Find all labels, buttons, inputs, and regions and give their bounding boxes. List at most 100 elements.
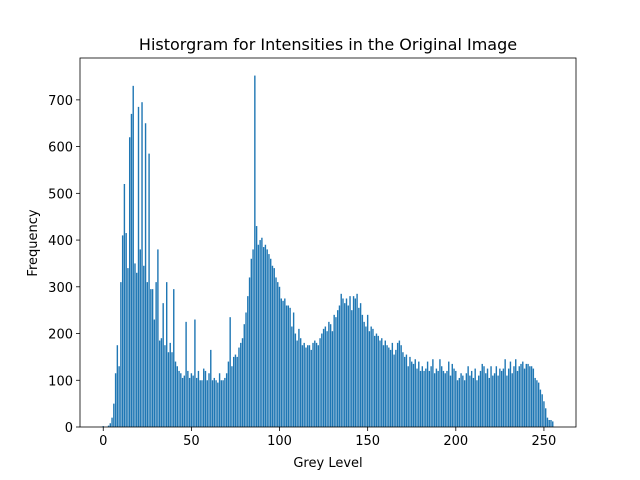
bar — [532, 368, 535, 427]
bar — [460, 373, 462, 427]
bar — [109, 423, 112, 427]
bar — [374, 335, 376, 427]
bar — [550, 419, 552, 427]
bar — [352, 296, 355, 427]
y-tick-label: 500 — [48, 187, 73, 202]
bar — [382, 345, 385, 427]
bar — [523, 368, 526, 427]
bar — [192, 375, 194, 427]
bar — [164, 345, 166, 427]
bar — [121, 235, 124, 427]
bar — [365, 326, 367, 427]
bar — [536, 380, 538, 427]
bar — [504, 359, 506, 427]
bar — [213, 377, 216, 427]
bar — [349, 296, 351, 427]
bar — [336, 310, 339, 427]
bar — [252, 249, 254, 427]
bar — [435, 368, 438, 427]
bar — [386, 345, 388, 427]
bar — [144, 123, 147, 428]
bar — [453, 368, 455, 427]
bar — [345, 298, 348, 427]
bar — [187, 370, 189, 427]
bar — [537, 382, 540, 427]
bar — [315, 342, 318, 427]
bar — [372, 328, 374, 427]
bar — [176, 366, 178, 427]
bar — [148, 153, 150, 427]
bar — [442, 370, 445, 427]
bar — [181, 377, 184, 427]
bar — [278, 286, 281, 427]
bar — [197, 370, 200, 427]
bar — [113, 403, 115, 427]
bar — [456, 380, 459, 427]
bar — [351, 310, 353, 427]
bar — [430, 366, 432, 427]
bar — [169, 342, 171, 427]
bar — [425, 368, 427, 427]
bar — [116, 345, 119, 427]
bar — [361, 314, 364, 427]
bar — [190, 373, 193, 427]
bar — [178, 370, 180, 427]
bar — [411, 361, 413, 427]
bar — [326, 331, 328, 427]
bar — [236, 356, 238, 427]
bar — [319, 338, 321, 427]
bar — [282, 300, 284, 427]
bar — [529, 366, 531, 427]
bar — [421, 366, 424, 427]
bar — [268, 254, 270, 427]
bar — [255, 226, 258, 427]
bar — [243, 324, 245, 427]
bar — [428, 370, 431, 427]
bar — [419, 370, 422, 427]
bar — [305, 347, 307, 427]
bar — [329, 324, 332, 427]
bar — [127, 268, 129, 427]
bar — [432, 359, 434, 427]
y-tick-label: 600 — [48, 141, 73, 156]
bar — [291, 326, 293, 427]
x-tick-label: 100 — [267, 434, 292, 449]
bar — [248, 277, 251, 427]
bar — [409, 356, 411, 427]
bar — [183, 375, 186, 427]
bar — [451, 363, 453, 427]
bar — [317, 345, 320, 427]
bar — [160, 338, 163, 427]
bar — [548, 419, 550, 427]
bar — [261, 237, 263, 427]
bar — [527, 363, 529, 427]
bar — [321, 333, 323, 427]
x-tick-label: 250 — [532, 434, 557, 449]
bar — [470, 370, 473, 427]
bar — [440, 366, 443, 427]
bar — [458, 377, 461, 427]
bar — [298, 328, 300, 427]
bar — [497, 375, 499, 427]
bar — [474, 368, 476, 427]
bar — [173, 289, 175, 427]
bar — [516, 370, 519, 427]
bar — [414, 359, 416, 427]
bar — [171, 352, 173, 427]
bar — [151, 289, 154, 427]
bar — [448, 361, 450, 427]
bar — [180, 373, 182, 427]
bar — [194, 319, 196, 427]
bar — [224, 377, 226, 427]
bar — [467, 366, 469, 427]
bar — [403, 356, 406, 427]
bar — [525, 363, 528, 427]
bar — [479, 370, 482, 427]
bar — [139, 249, 141, 427]
axes-frame — [79, 57, 577, 428]
bar — [146, 282, 149, 427]
bar — [220, 380, 223, 427]
bar — [141, 102, 143, 427]
bar — [515, 359, 517, 427]
y-axis-label: Frequency — [26, 209, 41, 276]
